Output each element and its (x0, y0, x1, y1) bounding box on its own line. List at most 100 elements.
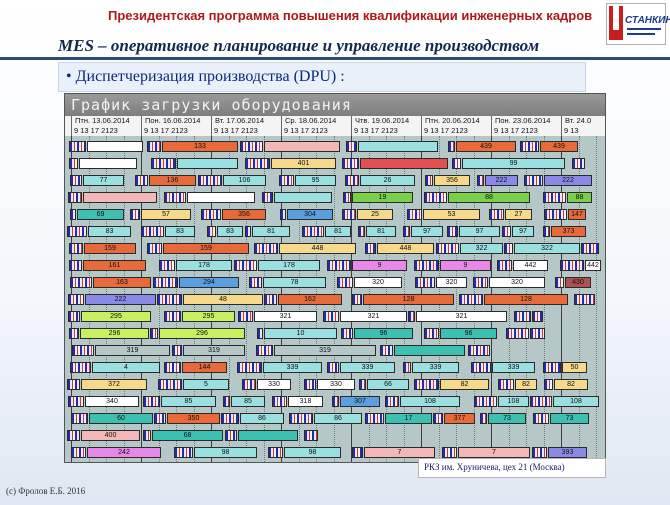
operation-cluster[interactable] (164, 192, 186, 203)
operation-cluster[interactable] (514, 311, 531, 322)
operation-bar[interactable]: 356 (434, 175, 470, 186)
operation-cluster[interactable] (352, 447, 363, 458)
operation-bar[interactable] (79, 158, 137, 169)
operation-bar[interactable]: 83 (88, 226, 131, 237)
operation-bar[interactable]: 96 (440, 328, 497, 339)
operation-cluster[interactable] (141, 226, 164, 237)
operation-cluster[interactable] (442, 447, 457, 458)
operation-bar[interactable] (360, 158, 448, 169)
operation-bar[interactable]: 9 (352, 260, 407, 271)
operation-cluster[interactable] (72, 345, 94, 356)
operation-cluster[interactable] (223, 396, 230, 407)
operation-cluster[interactable] (459, 294, 483, 305)
operation-cluster[interactable] (520, 141, 539, 152)
operation-cluster[interactable] (225, 430, 237, 441)
operation-bar[interactable]: 339 (492, 362, 535, 373)
operation-bar[interactable]: 439 (456, 141, 516, 152)
operation-cluster[interactable] (572, 158, 585, 169)
operation-cluster[interactable] (207, 226, 216, 237)
operation-cluster[interactable] (433, 413, 443, 424)
operation-cluster[interactable] (544, 209, 567, 220)
operation-cluster[interactable] (468, 345, 490, 356)
operation-bar[interactable]: 60 (89, 413, 153, 424)
operation-bar[interactable]: 99 (462, 158, 565, 169)
operation-bar[interactable] (238, 430, 298, 441)
operation-cluster[interactable] (532, 311, 543, 322)
operation-bar[interactable]: 318 (288, 396, 323, 407)
operation-bar[interactable]: 442 (513, 260, 548, 271)
operation-bar[interactable]: 73 (550, 413, 589, 424)
operation-cluster[interactable] (174, 447, 193, 458)
operation-bar[interactable]: 330 (317, 379, 355, 390)
operation-bar[interactable]: 97 (411, 226, 443, 237)
operation-bar[interactable]: 10 (264, 328, 337, 339)
operation-cluster[interactable] (68, 294, 84, 305)
operation-bar[interactable]: 78 (263, 277, 326, 288)
operation-bar[interactable]: 136 (149, 175, 196, 186)
operation-cluster[interactable] (69, 328, 79, 339)
operation-cluster[interactable] (524, 175, 543, 186)
operation-cluster[interactable] (69, 243, 83, 254)
operation-cluster[interactable] (560, 260, 584, 271)
operation-bar[interactable]: 319 (274, 345, 376, 356)
operation-cluster[interactable] (143, 396, 160, 407)
operation-cluster[interactable] (71, 447, 86, 458)
operation-bar[interactable]: 73 (488, 413, 526, 424)
operation-cluster[interactable] (581, 243, 599, 254)
operation-bar[interactable]: 295 (182, 311, 235, 322)
operation-cluster[interactable] (67, 430, 80, 441)
operation-cluster[interactable] (477, 175, 484, 186)
operation-bar[interactable]: 161 (83, 260, 146, 271)
operation-cluster[interactable] (151, 158, 176, 169)
operation-bar[interactable]: 95 (295, 175, 336, 186)
operation-bar[interactable]: 307 (340, 396, 380, 407)
operation-cluster[interactable] (67, 226, 87, 237)
operation-cluster[interactable] (304, 430, 318, 441)
operation-bar[interactable] (274, 192, 332, 203)
operation-cluster[interactable] (68, 192, 82, 203)
operation-bar[interactable]: 83 (165, 226, 195, 237)
operation-cluster[interactable] (543, 226, 550, 237)
operation-cluster[interactable] (147, 243, 162, 254)
operation-bar[interactable]: 81 (366, 226, 396, 237)
operation-cluster[interactable] (302, 226, 324, 237)
operation-bar[interactable]: 98 (284, 447, 341, 458)
operation-cluster[interactable] (365, 413, 384, 424)
operation-bar[interactable]: 97 (459, 226, 500, 237)
operation-bar[interactable]: 128 (484, 294, 568, 305)
operation-cluster[interactable] (343, 192, 351, 203)
operation-bar[interactable]: 356 (222, 209, 266, 220)
operation-bar[interactable]: 400 (81, 430, 140, 441)
operation-cluster[interactable] (254, 243, 278, 254)
operation-bar[interactable]: 339 (263, 362, 322, 373)
operation-bar[interactable]: 222 (485, 175, 518, 186)
operation-cluster[interactable] (69, 260, 82, 271)
operation-bar[interactable]: 66 (367, 379, 409, 390)
operation-bar[interactable]: 163 (93, 277, 151, 288)
operation-bar[interactable]: 321 (340, 311, 407, 322)
operation-cluster[interactable] (323, 311, 339, 322)
operation-bar[interactable] (187, 192, 255, 203)
operation-bar[interactable]: 144 (182, 362, 227, 373)
operation-cluster[interactable] (304, 379, 316, 390)
operation-cluster[interactable] (70, 362, 91, 373)
operation-cluster[interactable] (407, 209, 422, 220)
operation-cluster[interactable] (504, 243, 513, 254)
operation-cluster[interactable] (425, 175, 433, 186)
operation-cluster[interactable] (498, 379, 514, 390)
operation-cluster[interactable] (135, 175, 148, 186)
operation-bar[interactable]: 108 (498, 396, 529, 407)
operation-bar[interactable]: 393 (548, 447, 587, 458)
operation-bar[interactable]: 106 (223, 175, 266, 186)
operation-bar[interactable]: 294 (179, 277, 239, 288)
operation-bar[interactable]: 85 (231, 396, 265, 407)
operation-cluster[interactable] (424, 328, 439, 339)
operation-bar[interactable]: 7 (364, 447, 435, 458)
operation-bar[interactable]: 50 (562, 362, 587, 373)
operation-bar[interactable]: 401 (271, 158, 336, 169)
operation-cluster[interactable] (164, 311, 181, 322)
operation-bar[interactable]: 98 (194, 447, 257, 458)
operation-bar[interactable]: 53 (423, 209, 480, 220)
operation-cluster[interactable] (414, 379, 439, 390)
operation-bar[interactable]: 82 (554, 379, 588, 390)
